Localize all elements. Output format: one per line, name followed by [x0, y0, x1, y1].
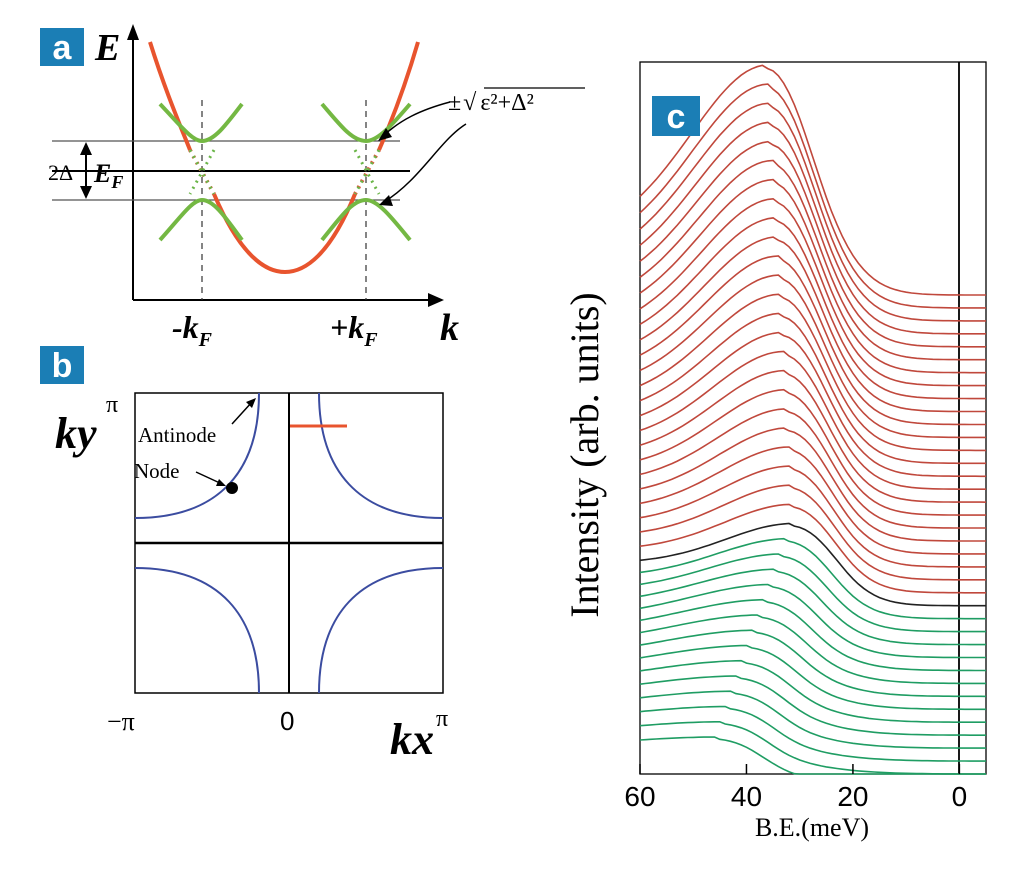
edc-curve-black [639, 522, 986, 607]
edc-curve-red [639, 274, 986, 439]
edc-curve-red [639, 102, 986, 322]
green-dotted-left [188, 149, 216, 195]
edc-curve-red [639, 484, 986, 581]
edc-curve-red [639, 465, 986, 568]
x-tick-label: 0 [952, 781, 968, 812]
edc-curve-red [639, 121, 986, 335]
normal-band-dotted-right [353, 149, 381, 195]
edc-curve-green [639, 568, 986, 646]
gap-arrow-up-icon [80, 142, 92, 155]
panel-b-badge-box [40, 346, 84, 384]
panel-a-badge-letter: a [53, 29, 73, 67]
normal-band-bottom [212, 193, 357, 275]
antinode-label: Antinode [138, 423, 216, 447]
antinode-arrow [231, 401, 253, 425]
edc-curve-red [639, 140, 986, 348]
gap-label: 2Δ [48, 160, 73, 185]
panel-a: a E k 2Δ EF -kF +k [40, 24, 585, 351]
normal-band-left-branch [148, 41, 192, 151]
node-arrow-head-icon [216, 479, 226, 486]
x-axis-title: B.E.(meV) [755, 813, 869, 842]
y-axis-title: Intensity (arb. units) [562, 292, 607, 618]
node-label: Node [134, 459, 180, 483]
upper-bogoliubov-left [158, 102, 244, 144]
upper-bogoliubov-right [320, 102, 412, 144]
panel-c-badge-letter: c [667, 98, 686, 136]
panel-b-badge-letter: b [52, 347, 73, 385]
ky-axis-label: ky [55, 409, 97, 458]
kx-axis-label: kx [390, 715, 434, 764]
edc-curve-red [639, 427, 986, 542]
x-tick-label: 60 [624, 781, 655, 812]
formula-arrow-lower [383, 123, 467, 203]
edc-curve-red [639, 236, 986, 413]
bogoliubov-formula: ±√ ε²+Δ² [448, 90, 534, 116]
panel-c-badge-box [652, 96, 700, 136]
edc-curve-red [639, 388, 986, 516]
edc-curve-red [639, 408, 986, 529]
panel-a-badge-box [40, 28, 84, 66]
formula-arrow-lower-head-icon [379, 195, 393, 206]
edc-curve-green [639, 690, 986, 749]
panel-a-x-axis-label: k [440, 307, 459, 349]
green-dotted-right [353, 149, 381, 195]
edc-curve-red [639, 446, 986, 555]
x-tick-label: 40 [731, 781, 762, 812]
edc-curve-green [639, 537, 986, 620]
edc-curve-red [639, 178, 986, 374]
node-point [226, 482, 238, 494]
formula-arrow-upper-head-icon [378, 128, 392, 141]
edc-curve-red [639, 350, 986, 490]
edc-curve-red [639, 159, 986, 361]
edc-curve-red [639, 312, 986, 465]
edc-curve-green [639, 644, 986, 711]
fermi-contour-bottom-left [134, 567, 260, 694]
edc-curve-green [639, 675, 986, 736]
panel-c: c 60 40 20 0 B.E.(meV) Intensity (arb. unit… [562, 61, 987, 842]
edc-curve-green [639, 629, 987, 698]
edc-curve-green [639, 736, 986, 775]
edc-curve-red [639, 255, 986, 426]
fermi-energy-label: EF [93, 159, 123, 192]
edc-curve-red [639, 217, 986, 400]
plus-kf-label: +kF [330, 309, 378, 351]
edc-curve-red [639, 331, 986, 478]
edc-curve-green [639, 553, 986, 633]
normal-band-right-branch [377, 41, 420, 151]
lower-bogoliubov-right [320, 197, 412, 242]
x-zero-label: 0 [280, 706, 294, 736]
panel-b: b Antinode Node ky π kx π −π 0 [40, 346, 448, 764]
edc-curve-red [639, 293, 986, 452]
panel-a-x-arrow-icon [428, 293, 444, 307]
edc-curve-green [639, 598, 986, 672]
panel-a-y-arrow-icon [127, 24, 139, 40]
fermi-contour-top-left [134, 392, 260, 519]
fermi-contour-bottom-right [318, 567, 444, 694]
edc-curve-green [639, 659, 986, 723]
edc-curve-stack [639, 64, 987, 775]
x-min-pi-label: −π [107, 707, 135, 736]
edc-curve-red [639, 503, 986, 594]
edc-curve-green [639, 614, 986, 685]
edc-curve-green [639, 705, 986, 762]
fermi-contour-top-right [318, 392, 444, 519]
lower-bogoliubov-left [158, 197, 244, 242]
panel-a-y-axis-label: E [94, 27, 120, 69]
ky-pi-label: π [106, 392, 118, 418]
edc-curve-red [639, 197, 986, 387]
node-arrow [195, 471, 223, 485]
edc-curve-green [639, 583, 986, 659]
edc-curve-red [639, 369, 987, 503]
minus-kf-label: -kF [172, 309, 213, 351]
x-tick-group: 60 40 20 0 [624, 764, 967, 812]
antinode-arrow-head-icon [246, 398, 256, 408]
gap-arrow-down-icon [80, 186, 92, 199]
kx-pi-label: π [436, 706, 448, 732]
edc-curve-red [639, 83, 986, 309]
x-tick-label: 20 [837, 781, 868, 812]
